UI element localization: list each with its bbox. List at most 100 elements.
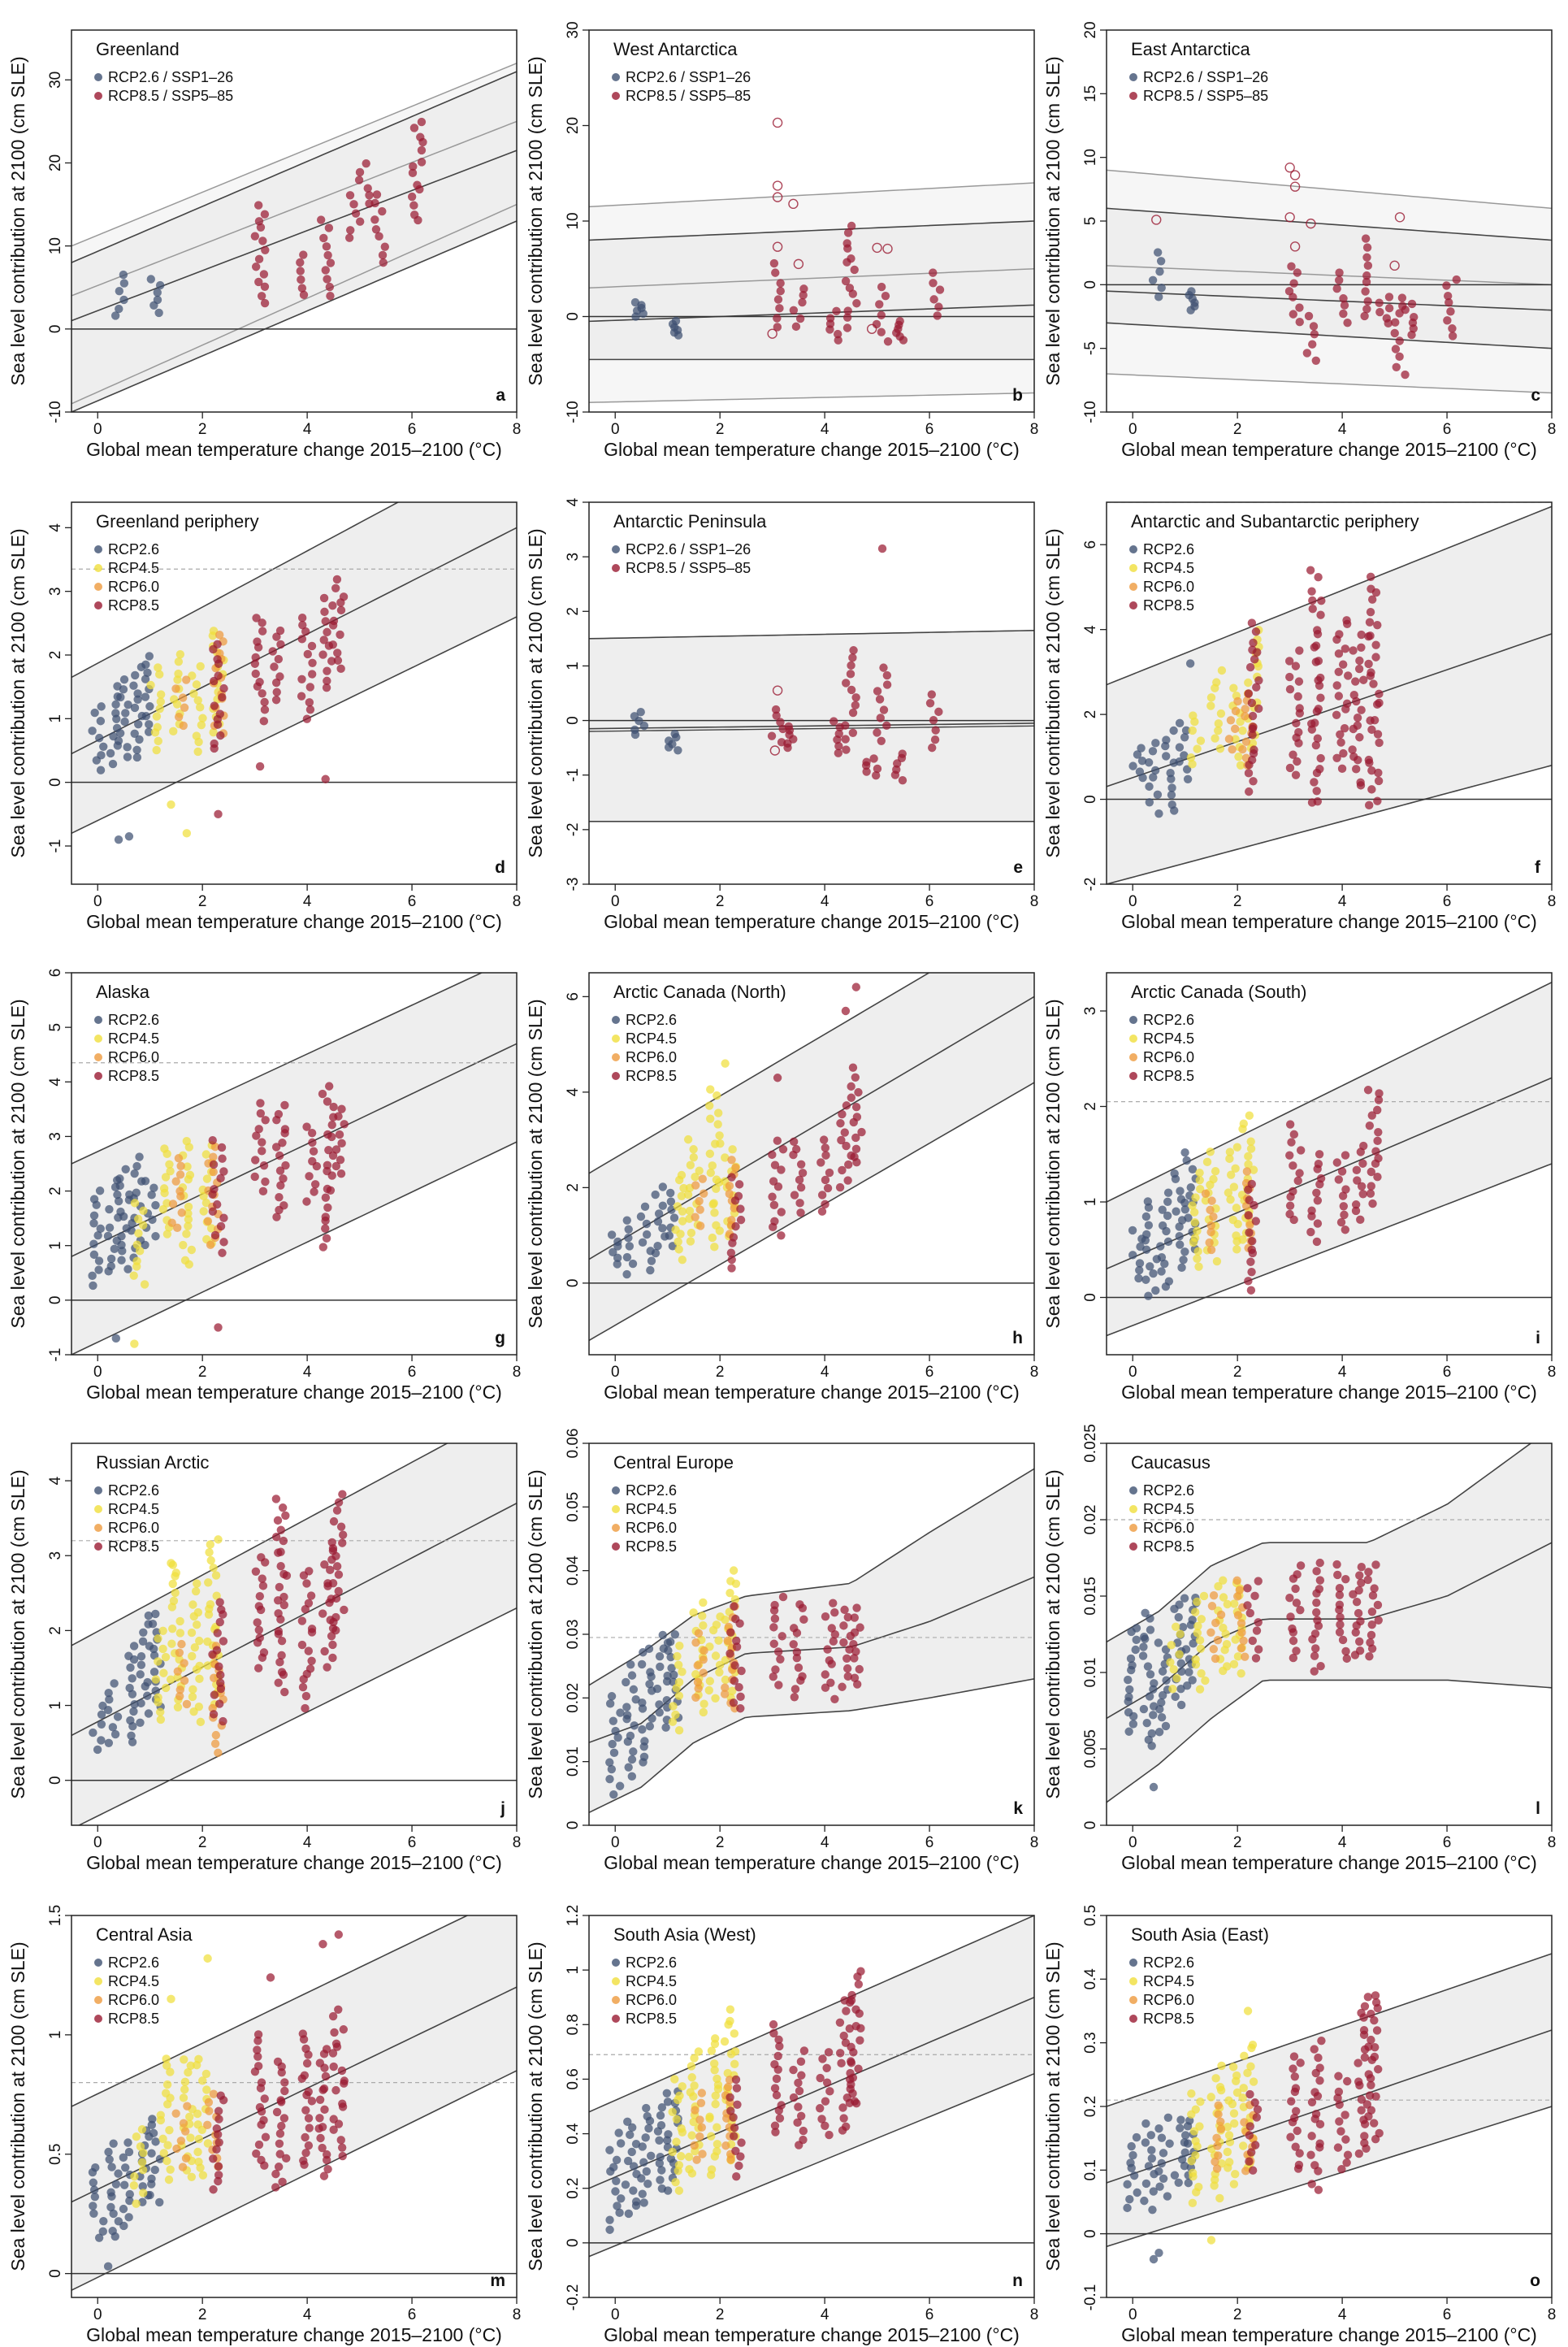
x-tick-label: 0 xyxy=(1128,893,1137,910)
data-point xyxy=(1141,1212,1151,1221)
band-lower-line xyxy=(71,616,517,835)
data-point xyxy=(1139,1632,1149,1642)
data-point xyxy=(331,1625,340,1635)
data-point xyxy=(299,2156,308,2165)
data-point xyxy=(209,1710,219,1719)
data-point xyxy=(198,2076,207,2085)
data-point xyxy=(214,2176,223,2186)
data-point xyxy=(1291,770,1301,779)
data-point xyxy=(1236,761,1245,770)
data-point xyxy=(1306,1227,1315,1237)
data-point xyxy=(304,2141,314,2150)
data-point xyxy=(822,2063,831,2072)
data-point xyxy=(132,753,142,762)
data-point xyxy=(328,1547,338,1555)
data-point xyxy=(1289,1130,1298,1139)
data-point xyxy=(1159,2174,1168,2183)
data-point xyxy=(331,1594,341,1603)
data-point xyxy=(331,1161,341,1171)
data-point xyxy=(770,1160,780,1169)
data-point xyxy=(725,1182,734,1191)
legend-label: RCP6.0 xyxy=(1143,1049,1194,1065)
data-point xyxy=(328,1653,337,1663)
data-point xyxy=(1294,727,1303,737)
data-point xyxy=(145,720,154,729)
data-point xyxy=(726,1628,735,1638)
data-point xyxy=(106,2202,115,2212)
data-point xyxy=(734,1683,743,1692)
data-point xyxy=(1334,649,1344,658)
data-point xyxy=(691,1181,700,1190)
data-point xyxy=(1310,1651,1319,1660)
data-point xyxy=(300,2071,310,2080)
data-point xyxy=(671,1710,680,1720)
panel-letter: m xyxy=(490,2271,505,2290)
data-point xyxy=(847,661,855,670)
data-point xyxy=(1310,329,1319,339)
data-point xyxy=(119,270,128,280)
data-point xyxy=(705,2112,714,2121)
data-point xyxy=(1141,1245,1151,1254)
data-point xyxy=(627,2123,637,2132)
data-point xyxy=(1180,1205,1189,1214)
data-point xyxy=(1202,1157,1212,1167)
data-point xyxy=(605,1774,614,1784)
data-point xyxy=(699,1598,708,1607)
data-point xyxy=(182,1699,192,1709)
y-tick-label: 0.2 xyxy=(1082,2096,1099,2117)
data-point xyxy=(277,1668,287,1677)
data-point xyxy=(205,2106,214,2115)
x-tick-label: 2 xyxy=(716,893,725,910)
data-point xyxy=(1188,2168,1198,2177)
data-point xyxy=(117,1240,126,1250)
data-point xyxy=(213,1629,222,1638)
data-point xyxy=(378,250,388,260)
legend-marker xyxy=(1129,1016,1137,1024)
data-point xyxy=(1238,2093,1247,2102)
data-point xyxy=(677,1191,687,1201)
data-point xyxy=(1246,2062,1255,2072)
data-point xyxy=(94,1265,103,1274)
data-point xyxy=(1295,704,1304,713)
data-point xyxy=(1249,722,1258,731)
data-point xyxy=(1246,1137,1255,1146)
data-point xyxy=(1183,774,1193,784)
data-point xyxy=(168,1579,177,1589)
data-point xyxy=(260,298,270,308)
data-point xyxy=(669,1213,679,1222)
data-point xyxy=(250,1172,259,1182)
data-point xyxy=(1289,1161,1297,1170)
data-point xyxy=(1285,684,1295,694)
band-center-line xyxy=(589,996,1034,1260)
data-point xyxy=(1248,1636,1257,1646)
data-point xyxy=(1302,349,1312,358)
plot-area xyxy=(589,117,1034,403)
data-point xyxy=(211,1571,221,1580)
data-point xyxy=(794,2078,803,2088)
data-point xyxy=(280,1125,290,1134)
data-point xyxy=(111,709,120,718)
data-point xyxy=(277,2121,286,2131)
legend-marker xyxy=(612,92,620,100)
data-point xyxy=(258,1574,266,1583)
data-point xyxy=(776,286,785,296)
data-point xyxy=(104,1689,113,1698)
data-point xyxy=(1295,317,1304,327)
data-point xyxy=(674,1691,684,1700)
data-point xyxy=(1225,1154,1234,1164)
data-point xyxy=(305,698,314,707)
data-point xyxy=(1183,2139,1193,2148)
data-point xyxy=(789,1640,798,1649)
data-point xyxy=(193,1607,203,1617)
data-point xyxy=(1179,1256,1188,1265)
data-point xyxy=(1243,2006,1253,2015)
data-point xyxy=(852,299,861,308)
data-point xyxy=(1126,1654,1136,1664)
data-point xyxy=(1367,2106,1376,2115)
data-point xyxy=(110,1679,119,1688)
data-point xyxy=(130,729,139,738)
data-point xyxy=(1287,262,1296,271)
plot-area xyxy=(589,1915,1034,2258)
data-point xyxy=(1239,1119,1248,1128)
data-point xyxy=(340,1605,349,1615)
